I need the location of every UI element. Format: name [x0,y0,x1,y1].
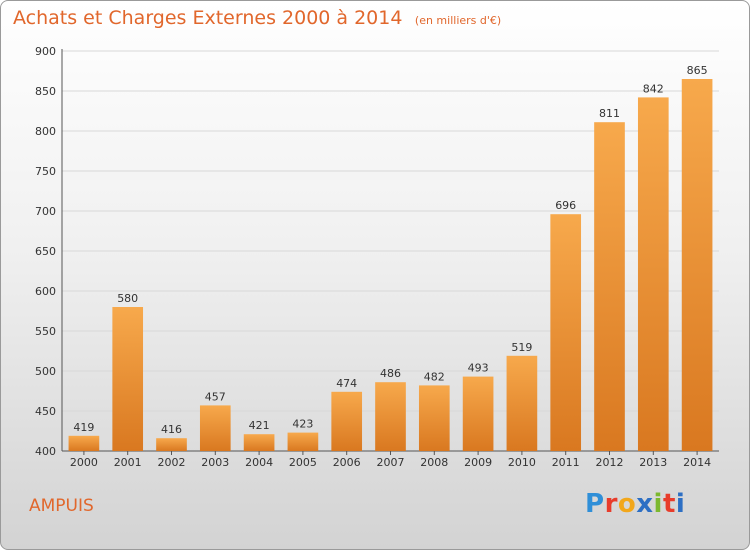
logo-letter: o [617,489,637,519]
bar [506,355,538,451]
data-label: 423 [292,418,313,431]
data-label: 419 [73,421,94,434]
bars [68,79,713,452]
data-label: 580 [117,292,138,305]
bar [331,391,363,451]
data-label: 493 [468,362,489,375]
bar [550,214,582,451]
x-tick-label: 2006 [333,456,361,469]
data-label: 486 [380,367,401,380]
x-tick-label: 2002 [158,456,186,469]
x-tick-label: 2012 [596,456,624,469]
bar [287,432,319,451]
bar [462,376,494,451]
x-tick-label: 2005 [289,456,317,469]
data-label: 482 [424,370,445,383]
chart-title: Achats et Charges Externes 2000 à 2014 (… [13,7,501,29]
bar [594,122,625,451]
bar [375,382,406,451]
chart-title-main: Achats et Charges Externes 2000 à 2014 [13,7,403,29]
data-label: 457 [205,390,226,403]
x-tick-label: 2009 [464,456,492,469]
logo-letter: t [662,489,676,519]
proxiti-logo: Proxiti [585,489,685,519]
y-tick-label: 800 [35,125,56,138]
x-tick-label: 2014 [683,456,711,469]
x-tick-label: 2010 [508,456,536,469]
bar [199,405,231,451]
y-tick-label: 450 [35,405,56,418]
x-tick-label: 2001 [114,456,142,469]
bar [681,79,713,451]
x-tick-label: 2004 [245,456,273,469]
x-tick-label: 2003 [201,456,229,469]
x-tick-label: 2013 [639,456,667,469]
logo-letter: x [636,489,654,519]
bar [156,438,187,451]
location-name: AMPUIS [29,496,94,516]
x-tick-label: 2000 [70,456,98,469]
data-label: 519 [511,341,532,354]
y-tick-label: 650 [35,245,56,258]
data-label: 811 [599,107,620,120]
y-tick-label: 900 [35,45,56,58]
data-label: 474 [336,377,357,390]
chart-title-unit: (en milliers d'€) [414,14,502,27]
y-tick-label: 600 [35,285,56,298]
value-labels: 419 580 416 457 421 423 474 486 482 493 519 696 811 8… [73,64,707,436]
tick-labels: 400 450 500 550 600 650 700 750 800 850 900 2000 200… [35,45,711,469]
data-label: 842 [643,82,664,95]
bar [243,434,275,451]
x-tick-label: 2007 [377,456,405,469]
y-tick-label: 750 [35,165,56,178]
logo-letter: P [585,489,605,519]
x-tick-label: 2008 [420,456,448,469]
bar [112,307,144,451]
data-label: 696 [555,199,576,212]
logo-letter: r [604,489,618,519]
bar [68,435,100,451]
y-tick-label: 700 [35,205,56,218]
y-tick-label: 850 [35,85,56,98]
x-tick-label: 2011 [552,456,580,469]
data-label: 416 [161,423,182,436]
y-tick-label: 550 [35,325,56,338]
bar [418,385,450,451]
y-tick-label: 500 [35,365,56,378]
bar [637,97,669,452]
logo-letter: i [653,489,663,519]
data-label: 421 [249,419,270,432]
y-tick-label: 400 [35,445,56,458]
data-label: 865 [687,64,708,77]
logo-letter: i [675,489,686,519]
